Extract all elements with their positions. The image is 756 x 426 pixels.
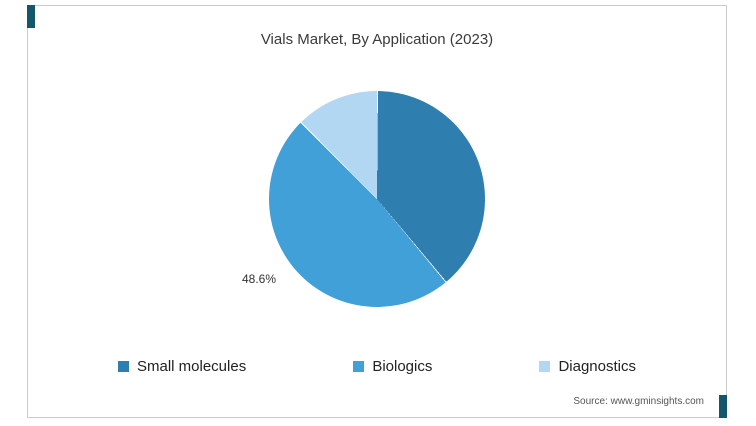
chart-card: Vials Market, By Application (2023) 48.6… — [27, 5, 727, 418]
corner-accent-top-left — [27, 5, 35, 28]
legend-label: Small molecules — [137, 358, 247, 375]
legend-label: Diagnostics — [558, 358, 636, 375]
corner-accent-bottom-right — [719, 395, 727, 418]
legend-item-diagnostics: Diagnostics — [539, 358, 636, 375]
legend-item-biologics: Biologics — [353, 358, 432, 375]
chart-title: Vials Market, By Application (2023) — [260, 31, 494, 48]
legend-item-small-molecules: Small molecules — [118, 358, 246, 375]
source-text: Source: www.gminsights.com — [573, 396, 704, 407]
legend-swatch — [539, 361, 551, 372]
legend: Small molecules Biologics Diagnostics — [118, 358, 636, 375]
legend-label: Biologics — [372, 358, 433, 375]
legend-swatch — [353, 361, 365, 372]
biologics-data-label: 48.6% — [242, 272, 277, 286]
pie-chart — [269, 91, 485, 307]
legend-swatch — [118, 361, 129, 372]
